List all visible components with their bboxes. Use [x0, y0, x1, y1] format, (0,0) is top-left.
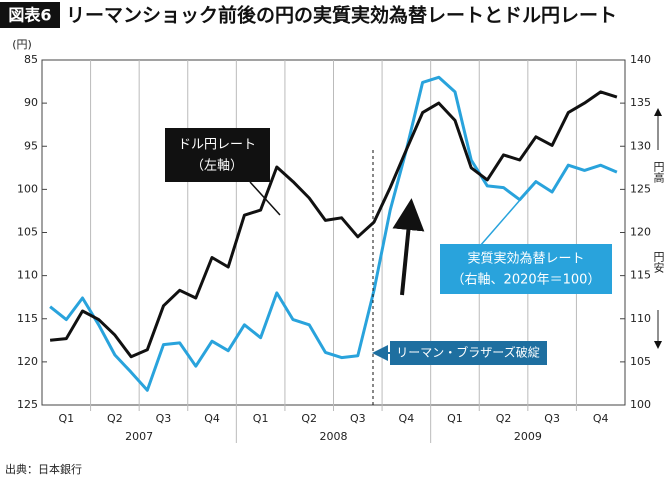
series-note: （右軸、2020年＝100） [452, 273, 601, 288]
axis-note: 円高 [652, 161, 665, 184]
x-tick-label: Q2 [496, 412, 512, 425]
y2-tick-label: 120 [630, 226, 651, 239]
callout-box [440, 244, 612, 294]
y2-tick-label: 125 [630, 182, 651, 195]
event-label: リーマン・ブラザーズ破綻 [396, 345, 539, 360]
x-group-label: 2007 [125, 430, 153, 443]
series-line [49, 90, 618, 359]
x-tick-label: Q4 [204, 412, 220, 425]
series-label: ドル円レート [178, 138, 256, 153]
y-tick-label: 90 [24, 96, 38, 109]
y2-tick-label: 140 [630, 53, 651, 66]
y2-tick-label: 130 [630, 139, 651, 152]
y-tick-label: 105 [17, 226, 38, 239]
y-tick-label: 115 [17, 312, 38, 325]
x-tick-label: Q1 [447, 412, 463, 425]
y-tick-label: 120 [17, 355, 38, 368]
y-tick-label: 125 [17, 398, 38, 411]
x-tick-label: Q4 [593, 412, 609, 425]
callout-box [165, 128, 270, 182]
series-line [49, 75, 618, 392]
series-note: （左軸） [191, 159, 243, 174]
y2-tick-label: 115 [630, 269, 651, 282]
trend-arrow [392, 198, 425, 296]
x-tick-label: Q4 [399, 412, 415, 425]
x-tick-label: Q2 [301, 412, 317, 425]
callout-pointer [249, 181, 281, 216]
x-tick-label: Q3 [544, 412, 560, 425]
callout-pointer [479, 199, 521, 247]
x-tick-label: Q3 [350, 412, 366, 425]
x-tick-label: Q3 [156, 412, 172, 425]
event-box [390, 341, 547, 365]
y2-tick-label: 100 [630, 398, 651, 411]
y-tick-label: 85 [24, 53, 38, 66]
x-tick-label: Q1 [58, 412, 74, 425]
y-tick-label: 110 [17, 269, 38, 282]
x-group-label: 2009 [514, 430, 542, 443]
y-tick-label: 100 [17, 182, 38, 195]
figure-label: 図表6 [8, 6, 51, 25]
y2-tick-label: 105 [630, 355, 651, 368]
y-tick-label: 95 [24, 139, 38, 152]
y2-tick-label: 110 [630, 312, 651, 325]
chart-title: リーマンショック前後の円の実質実効為替レートとドル円レート [66, 4, 617, 27]
y2-tick-label: 135 [630, 96, 651, 109]
y-unit-label: (円) [12, 38, 32, 51]
source: 出典：日本銀行 [5, 462, 82, 476]
figure-label-box [0, 2, 60, 28]
series-label: 実質実効為替レート [467, 251, 584, 267]
x-tick-label: Q2 [107, 412, 123, 425]
axis-note: 円安 [652, 251, 665, 274]
x-tick-label: Q1 [253, 412, 269, 425]
x-group-label: 2008 [320, 430, 348, 443]
